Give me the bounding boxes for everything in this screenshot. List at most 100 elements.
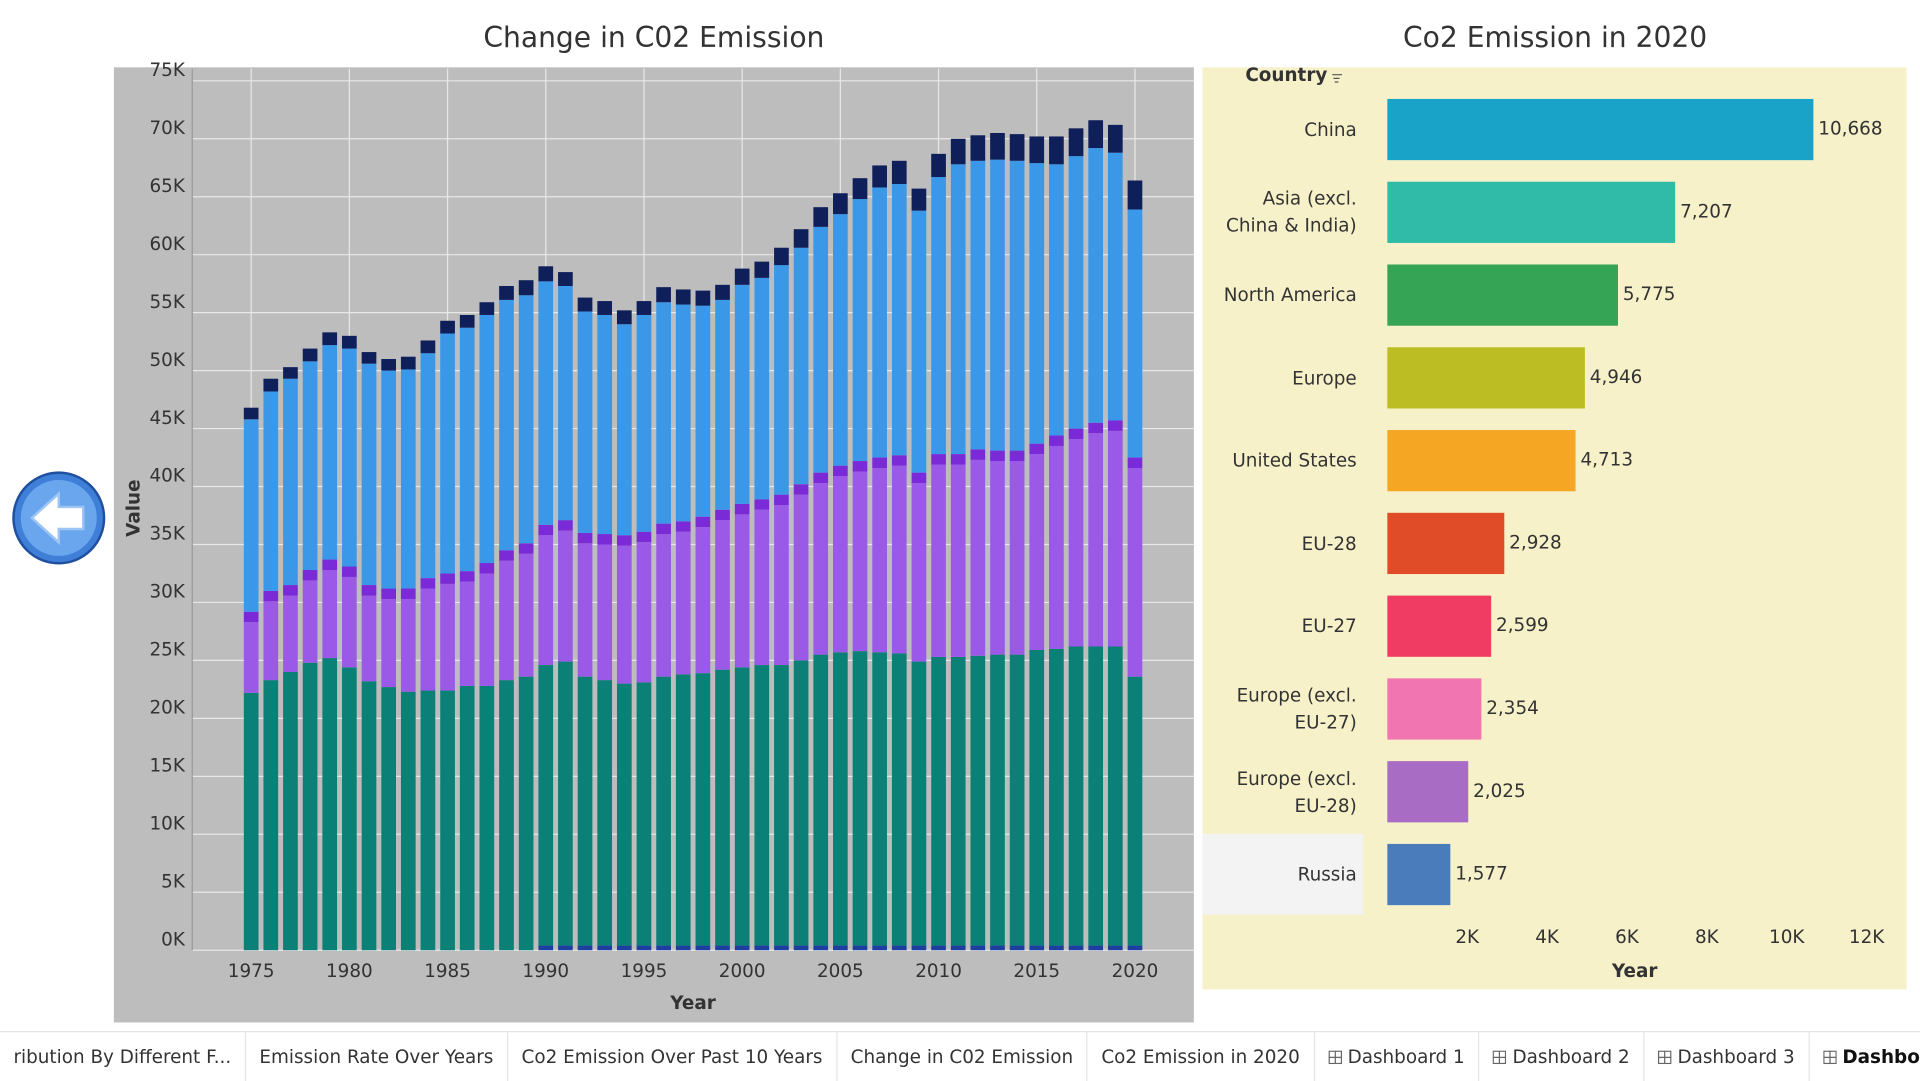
bar-segment [283,378,298,586]
back-button[interactable] [12,471,106,565]
bar-segment [872,187,887,458]
category-label: Europe (excl. EU-28) [1236,767,1357,817]
bar-segment [597,301,613,315]
bar-segment [558,285,573,521]
bar-segment [440,690,455,951]
bar-segment [891,653,907,946]
tab-label: Co2 Emission Over Past 10 Years [521,1045,823,1068]
bar-segment [518,676,534,951]
x-tick-label: 2005 [817,961,864,982]
tab-label: Co2 Emission in 2020 [1101,1045,1300,1068]
bar-segment [911,210,927,473]
x-tick-label: 2000 [719,961,766,982]
bar-segment [518,543,534,554]
tab-bar: ribution By Different F... Emission Rate … [0,1031,1920,1081]
bar-segment [1107,124,1123,153]
tab[interactable]: Dashboard 2 [1479,1032,1645,1081]
value-label: 2,599 [1496,615,1549,636]
tab[interactable]: Co2 Emission in 2020 [1088,1032,1315,1081]
bar-segment [656,676,671,946]
bar-segment [990,461,1005,655]
tab[interactable]: Dashboard 3 [1644,1032,1810,1081]
bar-segment [754,261,770,278]
y-tick-label: 20K [149,698,185,719]
bar-segment [420,690,436,951]
tab[interactable]: Dashboard 1 [1315,1032,1480,1081]
tab[interactable]: Dashboard 4 [1809,1032,1920,1081]
bar-segment [734,503,750,515]
tab[interactable]: ribution By Different F... [0,1032,246,1081]
bar-segment [1049,136,1064,165]
bar-segment [499,680,514,951]
bar-segment [302,361,318,570]
bar-segment [695,673,711,946]
bar-segment [597,534,613,545]
y-tick-label: 15K [149,756,185,777]
bar-segment [695,945,711,951]
tab[interactable]: Change in C02 Emission [837,1032,1088,1081]
bar-segment [852,651,868,946]
y-tick-label: 40K [149,466,185,487]
x-tick-label: 2K [1455,927,1480,948]
bar-segment [931,656,946,946]
bar-segment [1068,156,1084,429]
bar-segment [597,544,613,681]
bar-segment [577,532,593,544]
bar-segment [774,665,789,946]
bar-segment [1009,654,1025,946]
bar-segment [1127,180,1143,210]
bar-segment [774,265,789,495]
bar-segment [1029,163,1045,444]
bar-segment [911,945,927,951]
bar-segment [420,340,436,354]
bar [1387,430,1576,492]
bar-segment [1107,430,1123,647]
tab[interactable]: Co2 Emission Over Past 10 Years [508,1032,838,1081]
x-tick-label: 10K [1769,927,1805,948]
bar [1387,761,1469,823]
bar-segment [675,945,691,951]
category-label: EU-27 [1301,615,1357,638]
bar [1387,843,1451,906]
bar-segment [577,676,593,946]
value-label: 1,577 [1455,864,1508,885]
bar-segment [1088,120,1104,149]
value-label: 4,946 [1590,367,1643,388]
bar-segment [420,588,436,691]
bar-segment [1009,134,1025,161]
bar-segment [675,531,691,675]
category-label: China [1304,118,1357,141]
bar-segment [558,520,573,531]
bar-segment [950,454,966,465]
x-tick-label: 1985 [424,961,471,982]
bar-segment [322,569,338,659]
bar-segment [911,472,927,484]
bar-segment [891,455,907,466]
bar-segment [361,595,377,682]
bar-segment [734,945,750,951]
bar-segment [518,295,534,544]
bar-segment [1068,646,1084,946]
bar-segment [479,314,495,564]
tab[interactable]: Emission Rate Over Years [246,1032,509,1081]
bar [1387,98,1814,161]
bar-segment [1088,422,1104,434]
bar-segment [1009,160,1025,451]
bar-segment [479,573,495,686]
category-label: United States [1232,449,1357,472]
bar-segment [1029,136,1045,164]
bar-segment [479,302,495,315]
bar-segment [577,311,593,533]
bar-segment [970,135,986,161]
bar [1387,512,1505,575]
bar-segment [459,685,475,951]
bar-segment [833,193,848,215]
bar-segment [793,660,809,946]
x-tick-label: 2010 [915,961,962,982]
bar-segment [990,132,1005,160]
y-tick-label: 65K [149,176,185,197]
bar-segment [931,454,946,465]
bar-segment [302,580,318,663]
value-label: 7,207 [1680,201,1733,222]
bar-segment [243,407,259,420]
